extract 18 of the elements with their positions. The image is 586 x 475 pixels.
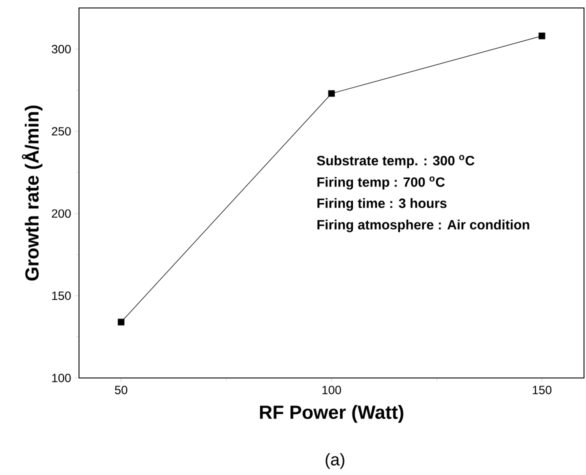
x-tick-label: 150 bbox=[532, 386, 552, 394]
annotation: Firing temp : 700 $^{o}$C bbox=[317, 176, 445, 190]
y-tick-label: 100 bbox=[52, 374, 71, 382]
x-axis-title: RF Power (Watt) bbox=[260, 405, 404, 423]
x-tick-label: 100 bbox=[322, 386, 342, 394]
annotation: Substrate temp. : 300 $^{o}$C bbox=[316, 155, 474, 168]
y-tick-label: 250 bbox=[52, 127, 71, 136]
x-tick-label: 50 bbox=[114, 386, 128, 394]
y-tick-label: 200 bbox=[52, 209, 71, 218]
y-tick-label: 150 bbox=[52, 292, 71, 300]
annotation: Firing atmosphere : Air condition bbox=[317, 220, 530, 232]
y-tick-label: 300 bbox=[52, 44, 71, 54]
point bbox=[118, 318, 124, 326]
point bbox=[538, 32, 546, 40]
point bbox=[328, 90, 335, 97]
y-axis-title: Growth rate (Å/min) bbox=[22, 106, 42, 281]
annotation: Firing time : 3 hours bbox=[317, 198, 447, 211]
text: (a) bbox=[326, 453, 344, 469]
